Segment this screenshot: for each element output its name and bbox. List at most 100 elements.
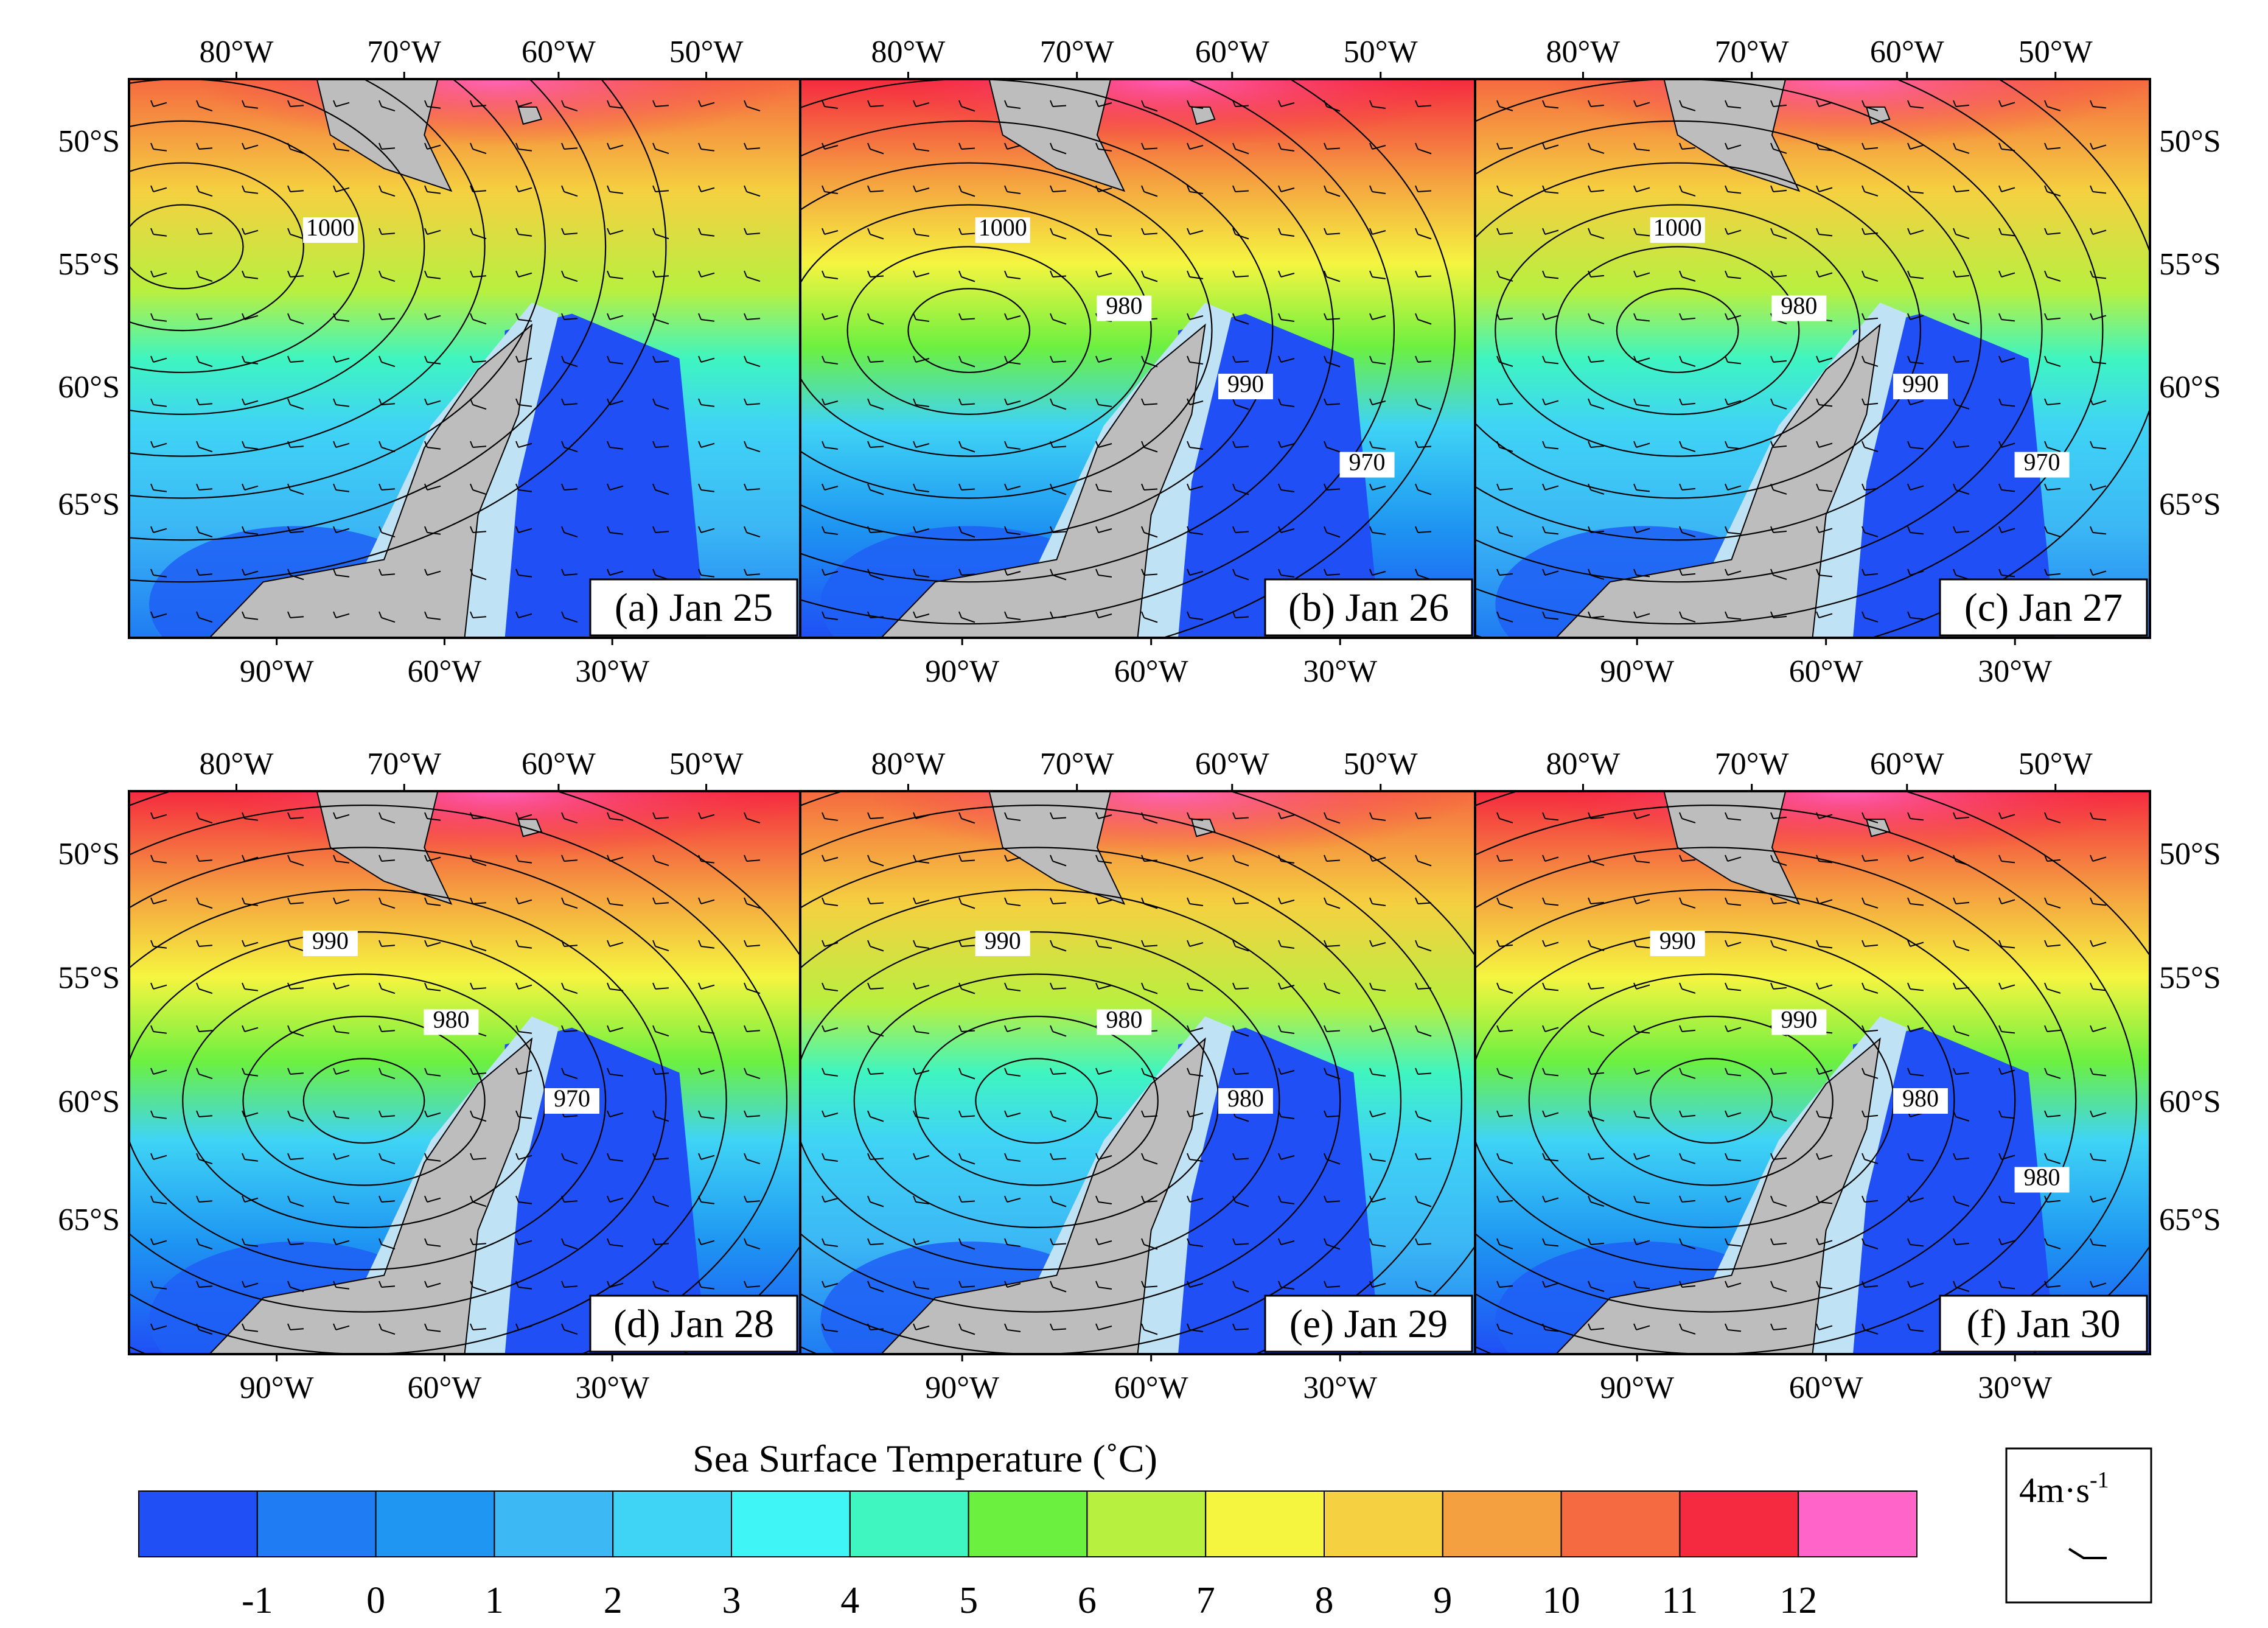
- wind-barb: [607, 526, 624, 535]
- wind-barb: [424, 611, 441, 620]
- wind-barb: [424, 100, 441, 109]
- panel-title: (b) Jan 26: [1288, 585, 1449, 630]
- wind-barb: [1633, 940, 1650, 949]
- wind-barb: [515, 1110, 532, 1119]
- wind-barb: [958, 812, 975, 824]
- wind-barb: [822, 1280, 839, 1288]
- wind-barb: [1415, 1110, 1432, 1122]
- wind-barb: [1679, 185, 1696, 197]
- wind-barb: [1816, 441, 1833, 448]
- wind-barb: [822, 483, 839, 491]
- wind-barb: [424, 940, 441, 947]
- wind-barb: [424, 1110, 441, 1117]
- wind-barb: [1953, 355, 1970, 363]
- wind-barb: [287, 1280, 304, 1293]
- wind-barb: [1633, 982, 1650, 990]
- pressure-contour: [302, 1058, 425, 1144]
- wind-barb: [287, 611, 304, 618]
- wind-barb: [2090, 1153, 2107, 1162]
- wind-barb: [1004, 355, 1021, 365]
- wind-barb: [1679, 398, 1696, 405]
- wind-barb: [515, 398, 532, 407]
- wind-barb: [196, 568, 213, 576]
- wind-barb: [333, 1153, 350, 1160]
- wind-barb: [1588, 1195, 1605, 1207]
- wind-barb: [1770, 100, 1787, 107]
- wind-barb: [1324, 355, 1341, 368]
- wind-barb: [1187, 812, 1204, 821]
- wind-barb: [1633, 100, 1650, 107]
- wind-barb: [2090, 982, 2107, 991]
- wind-barb: [1907, 441, 1924, 450]
- wind-barb: [1369, 568, 1386, 576]
- wind-barb: [515, 526, 532, 533]
- wind-barb: [287, 1153, 304, 1160]
- wind-barb: [1232, 940, 1249, 952]
- wind-barb: [652, 185, 669, 192]
- wind-barb: [196, 185, 213, 197]
- wind-barb: [515, 940, 532, 949]
- wind-barb: [1232, 270, 1249, 278]
- pressure-contour: [1475, 931, 1955, 1271]
- wind-barb: [1679, 355, 1696, 367]
- wind-barb: [1542, 270, 1559, 279]
- wind-barb: [867, 441, 884, 448]
- wind-barb: [1496, 611, 1513, 623]
- wind-barb: [1588, 812, 1605, 819]
- contour-label-box: [302, 217, 358, 243]
- wind-barb: [1050, 1195, 1067, 1207]
- wind-barb: [1588, 982, 1605, 990]
- pressure-contour: [129, 162, 304, 332]
- wind-barb: [242, 1238, 259, 1247]
- wind-barb: [1816, 355, 1833, 363]
- wind-barb: [2090, 185, 2107, 194]
- right-latitude-label: 60°S: [2159, 370, 2221, 405]
- wind-barb: [913, 483, 930, 492]
- wind-barb: [1725, 812, 1742, 821]
- wind-barb: [333, 441, 350, 448]
- wind-barb: [379, 1067, 396, 1080]
- wind-barb: [196, 142, 213, 150]
- wind-barb: [1278, 483, 1295, 492]
- antarctic-peninsula: [880, 323, 1206, 638]
- wind-barb: [1725, 526, 1742, 535]
- wind-barb: [1633, 270, 1650, 278]
- wind-barb: [1004, 568, 1021, 576]
- wind-barb: [1232, 100, 1249, 107]
- wind-barb: [470, 1323, 487, 1330]
- wind-barb: [1232, 568, 1249, 581]
- wind-barb: [1588, 100, 1605, 107]
- panel-title-box: [589, 578, 798, 637]
- wind-barb: [1141, 611, 1158, 623]
- panel-frame: [1474, 790, 2151, 1355]
- wind-barb: [1095, 100, 1112, 107]
- panel-title: (e) Jan 29: [1289, 1302, 1448, 1346]
- contour-label-box: [424, 1009, 479, 1035]
- wind-barb: [1725, 441, 1742, 450]
- wind-barb: [1725, 228, 1742, 235]
- wind-barb: [1496, 1067, 1513, 1079]
- wind-barb: [1369, 854, 1386, 862]
- wind-barb: [1816, 1153, 1833, 1160]
- wind-barb: [561, 812, 578, 824]
- wind-barb: [1998, 441, 2015, 448]
- wind-barb: [1050, 982, 1067, 990]
- wind-barb: [1633, 1153, 1650, 1160]
- wind-barb: [822, 142, 839, 150]
- wind-barb: [1095, 1195, 1112, 1204]
- wind-barb: [1187, 1110, 1204, 1117]
- wind-barb: [515, 270, 532, 278]
- wind-barb: [1369, 228, 1386, 235]
- wind-barb: [2090, 854, 2107, 862]
- wind-barb: [1998, 940, 2015, 949]
- wind-barb: [1415, 185, 1432, 192]
- colorbar-tick-label: 0: [366, 1580, 385, 1621]
- wind-barb: [150, 568, 167, 578]
- wind-barb: [333, 568, 350, 578]
- wind-barb: [913, 142, 930, 152]
- wind-barb: [913, 1153, 930, 1160]
- wind-barb: [1232, 228, 1249, 240]
- wind-barb: [1004, 1195, 1021, 1203]
- wind-barb: [242, 1153, 259, 1162]
